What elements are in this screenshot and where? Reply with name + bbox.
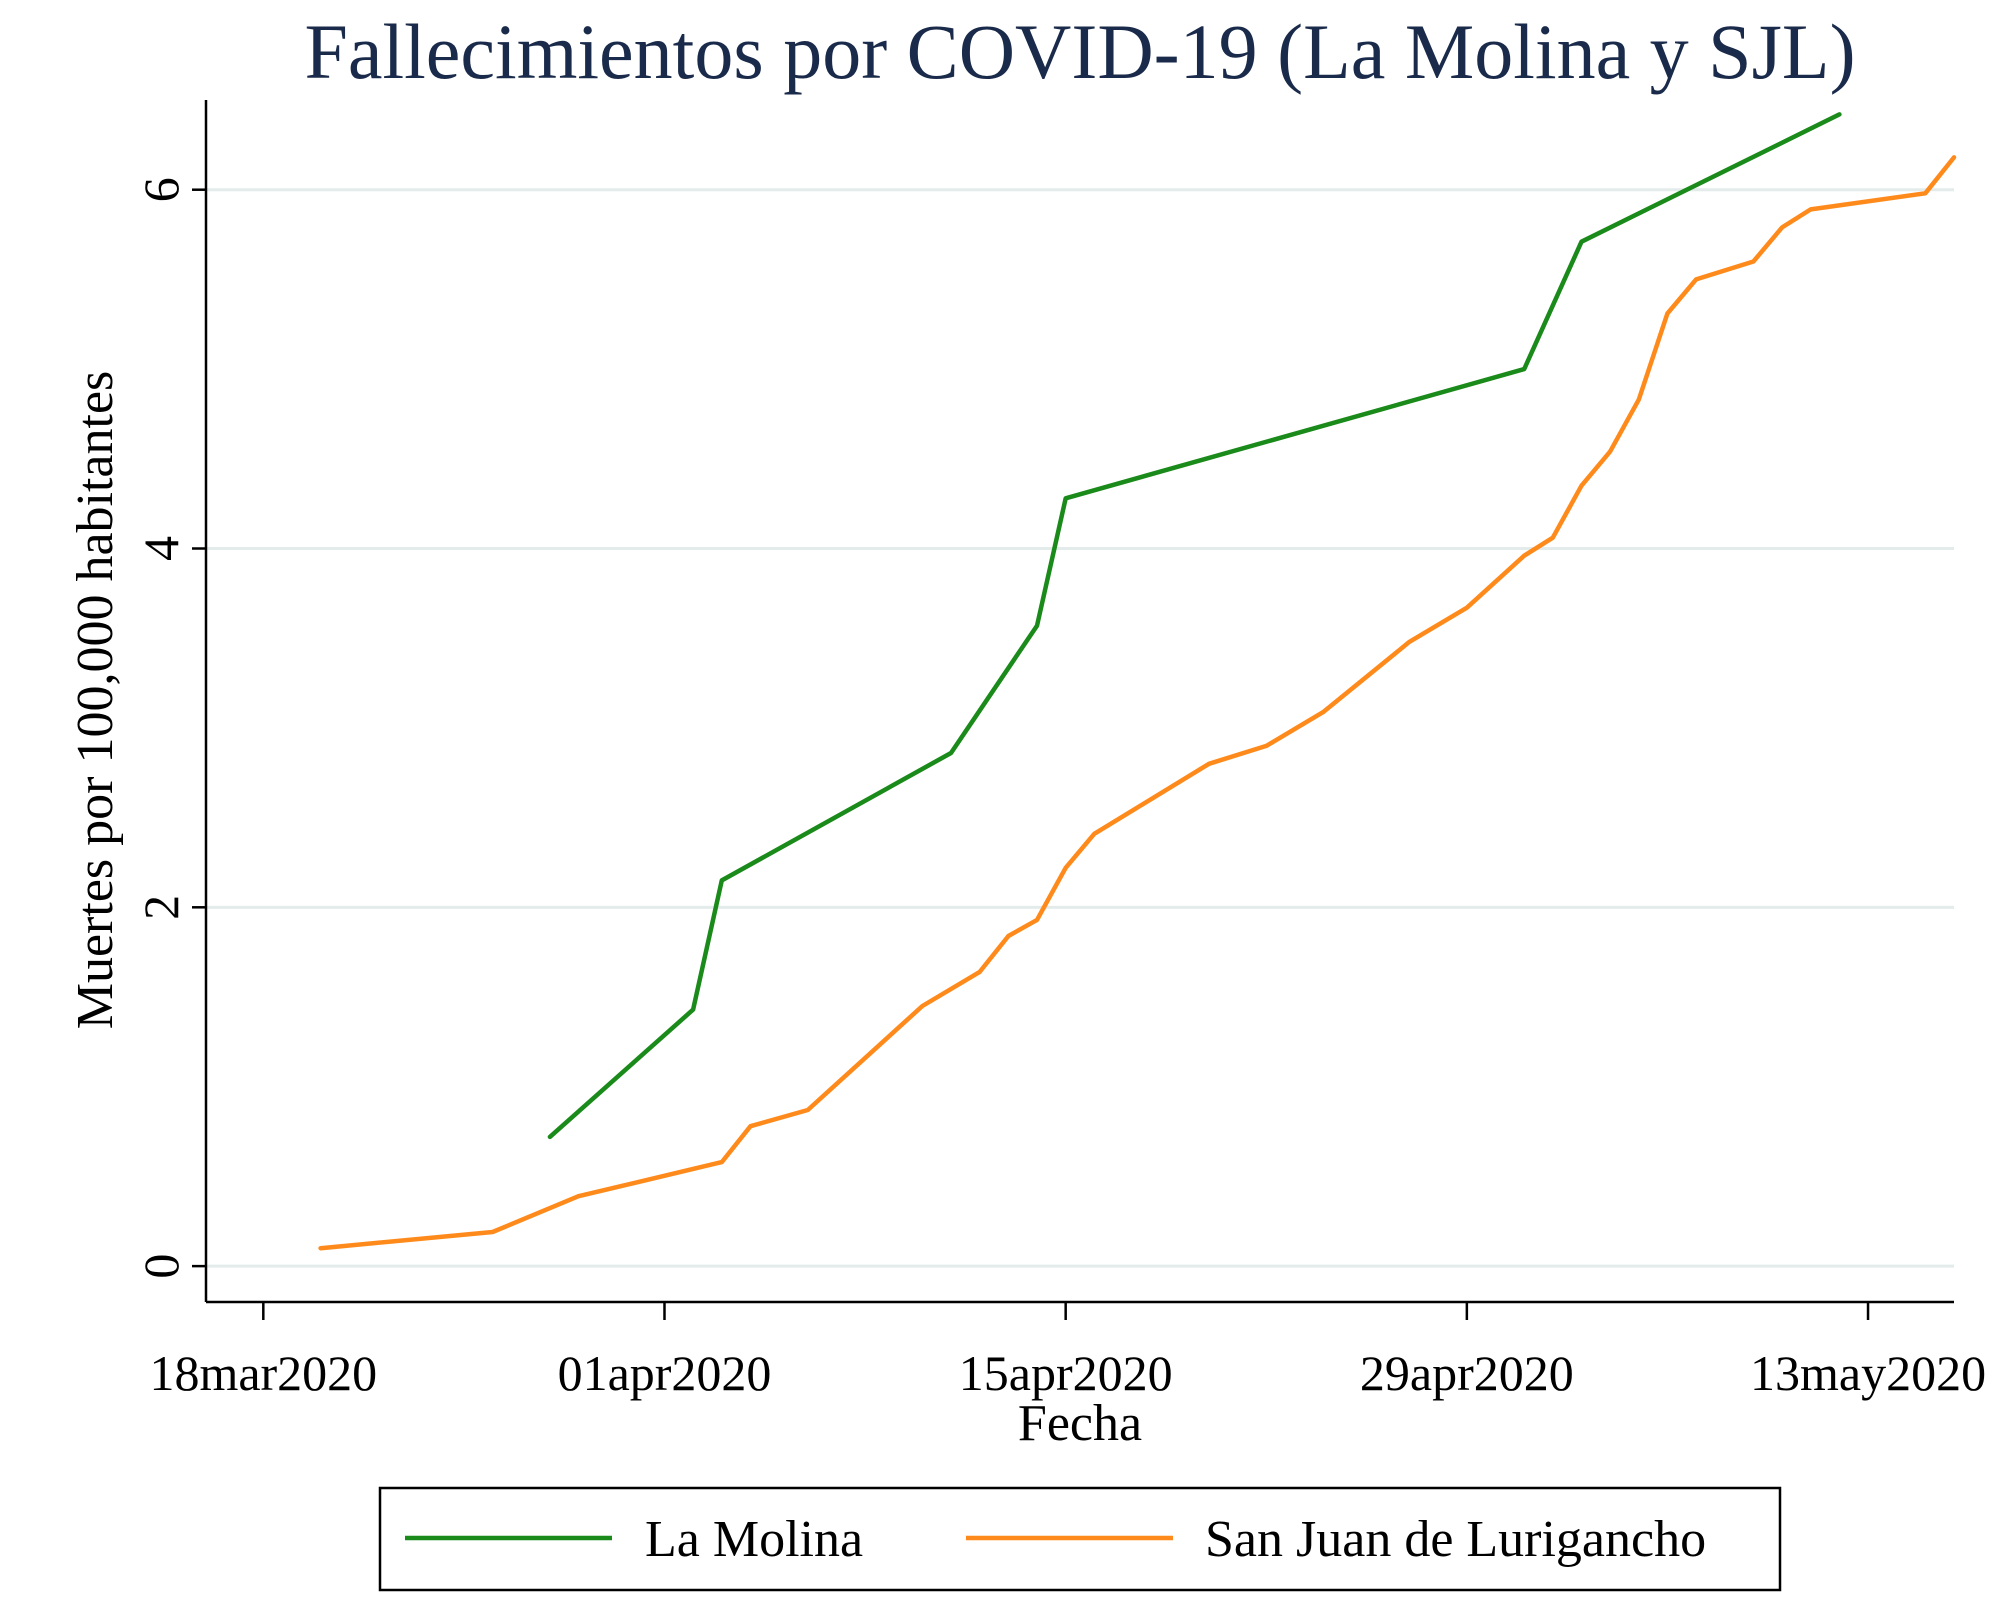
series-line-la-molina <box>547 112 1842 1140</box>
x-axis-ticks: 18mar2020 01apr2020 15apr2020 29apr2020 13ma… <box>149 1302 1986 1401</box>
y-tick-label: 0 <box>133 1254 189 1279</box>
x-axis-label: Fecha <box>1018 1395 1142 1452</box>
series-line-san-juan-de-lurigancho <box>318 155 1957 1251</box>
y-tick-label: 4 <box>133 536 189 561</box>
y-tick-label: 6 <box>133 177 189 202</box>
x-tick-label: 13may2020 <box>1750 1345 1986 1401</box>
grid-lines <box>206 188 1954 1268</box>
legend-label-san-juan-de-lurigancho: San Juan de Lurigancho <box>1205 1511 1706 1568</box>
legend-label-la-molina: La Molina <box>645 1511 863 1568</box>
x-tick-label: 15apr2020 <box>959 1345 1173 1401</box>
y-axis-label: Muertes por 100,000 habitantes <box>67 371 124 1030</box>
series-lines <box>318 112 1957 1251</box>
y-axis-ticks: 0 2 4 6 <box>133 177 206 1279</box>
legend: La Molina San Juan de Lurigancho <box>378 1486 1782 1592</box>
y-tick-label: 2 <box>133 895 189 920</box>
x-tick-label: 29apr2020 <box>1360 1345 1574 1401</box>
chart-title: Fallecimientos por COVID-19 (La Molina y… <box>304 8 1855 95</box>
x-tick-label: 01apr2020 <box>558 1345 772 1401</box>
x-tick-label: 18mar2020 <box>149 1345 377 1401</box>
